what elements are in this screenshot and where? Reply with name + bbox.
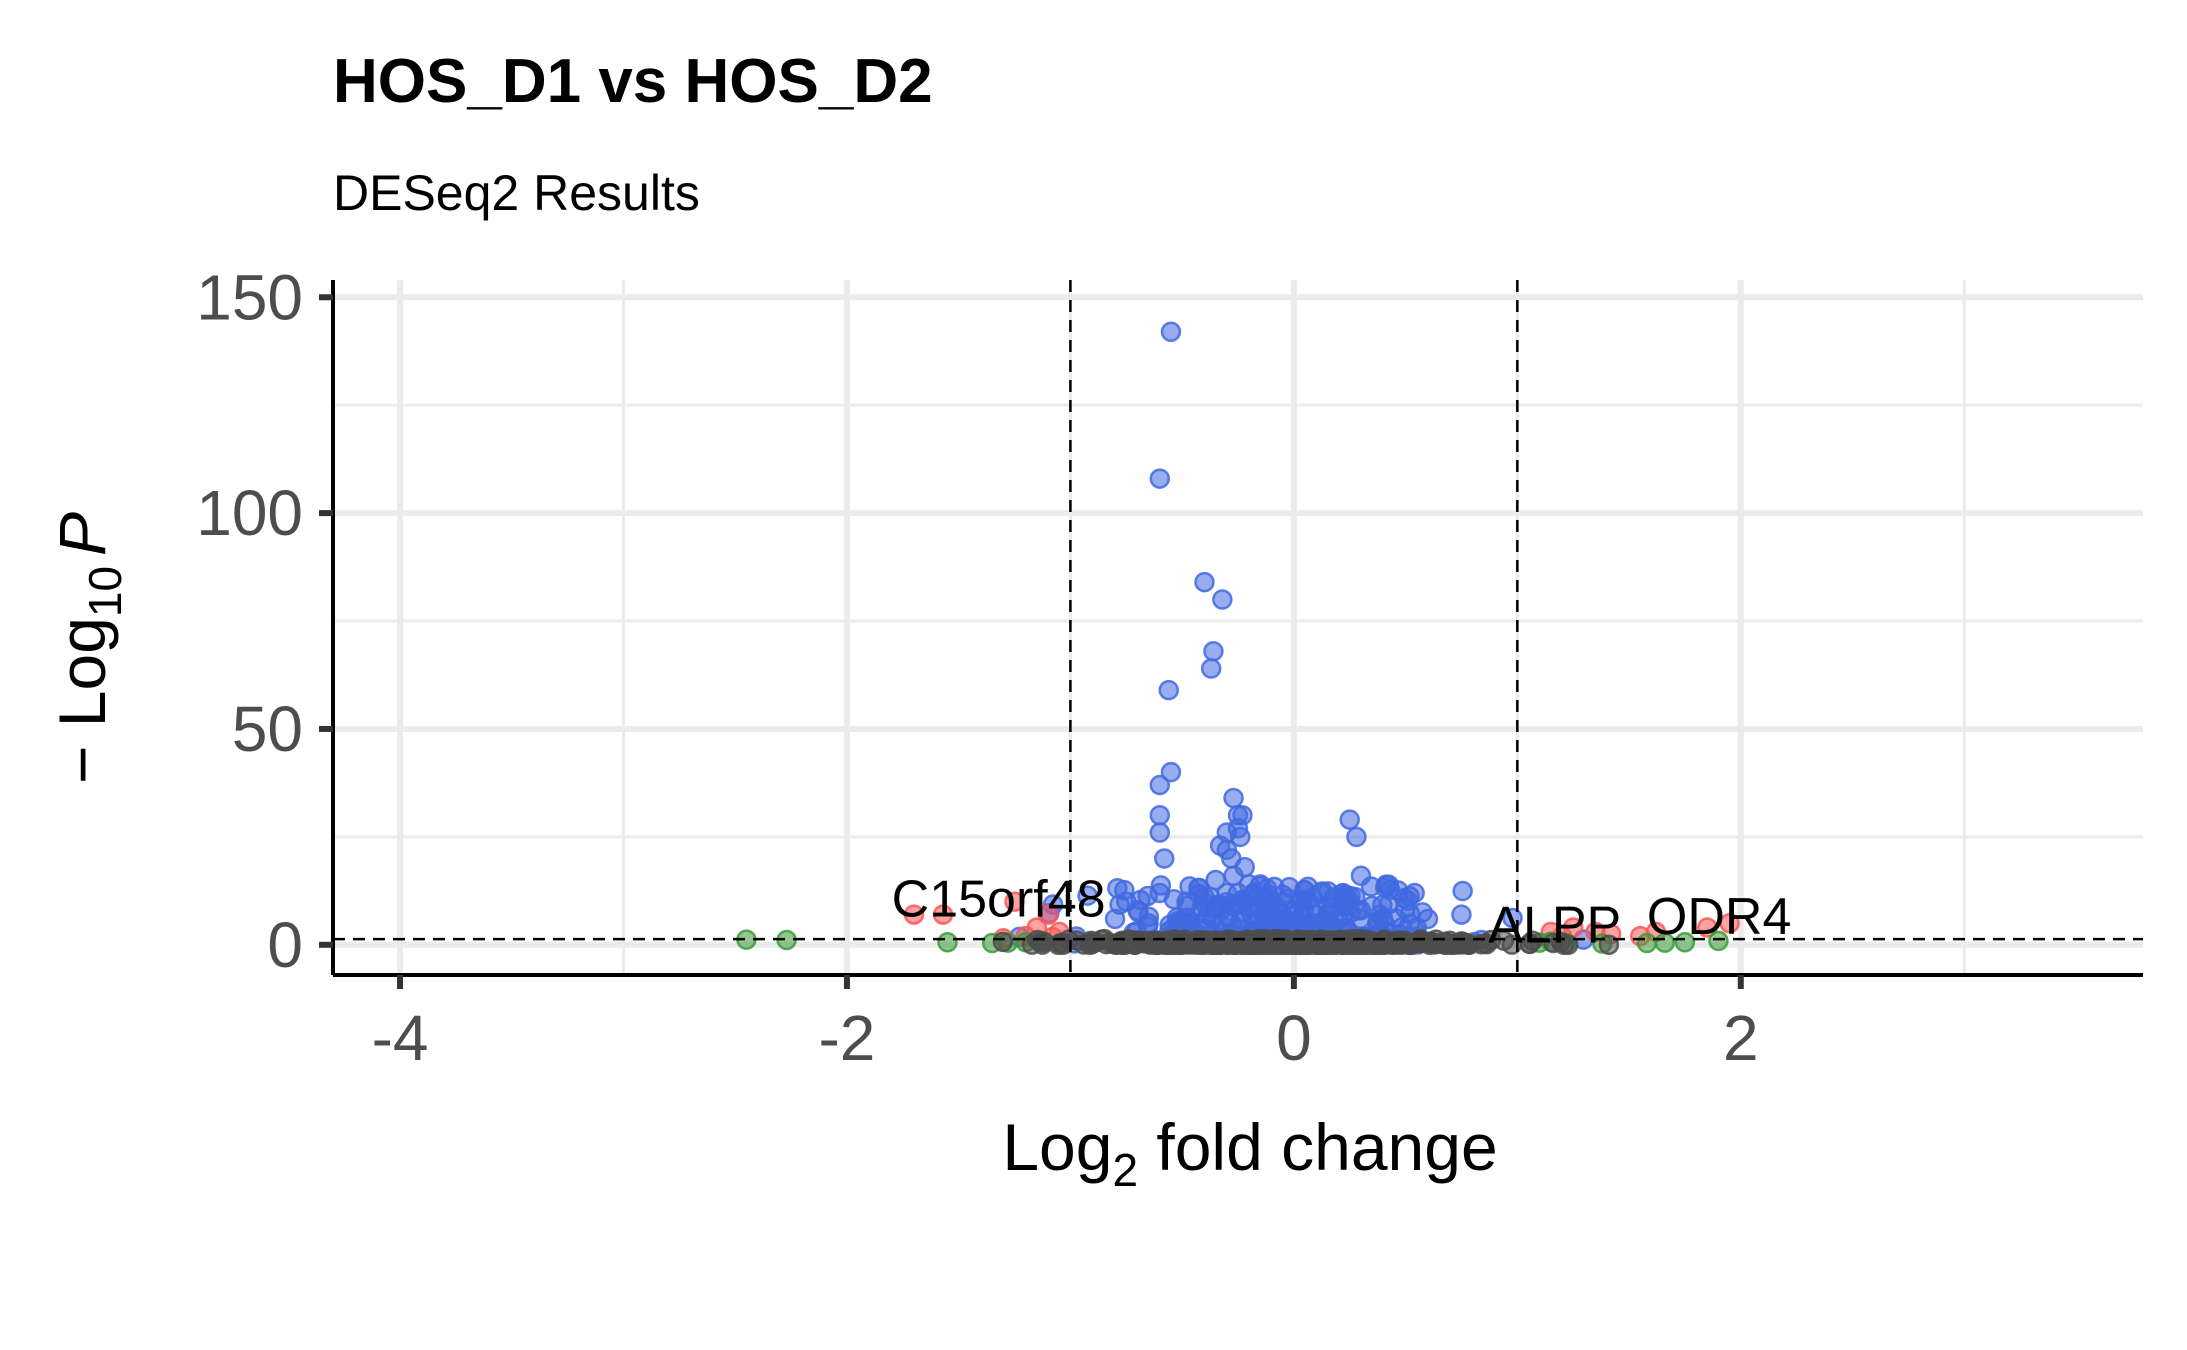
data-point [1104,908,1126,930]
data-point [1200,658,1222,679]
data-point [937,931,958,953]
x-tick-label: -2 [818,1002,875,1074]
data-point [1245,930,1267,951]
data-point [1149,805,1171,826]
data-point [1176,891,1197,912]
data-point [1149,882,1171,904]
data-point [1295,933,1316,955]
gene-label: ODR4 [1647,888,1791,946]
data-point [1229,826,1251,848]
data-point [1077,885,1098,906]
cutoff-lines [333,280,2143,975]
data-point [1261,895,1282,917]
y-tick-label: 150 [196,261,303,333]
data-point [1346,826,1367,848]
data-point [1223,787,1244,809]
gene-label: C15orf48 [892,871,1106,929]
data-point [1697,917,1718,938]
x-axis-title-suffix: fold change [1138,1110,1498,1184]
data-point [1522,930,1543,952]
x-tick-label: -4 [372,1002,429,1074]
x-axis-title-sub: 2 [1112,1144,1138,1196]
y-tick-label: 100 [196,477,303,549]
data-point [1116,891,1137,912]
data-point [1154,848,1175,869]
data-point [1004,891,1025,912]
axis-ticks: -4 -2 0 2 0 50 100 150 [196,261,1758,1074]
data-point [1372,908,1394,930]
data-point [1266,933,1288,955]
data-point [932,904,954,925]
data-point [903,904,925,925]
data-point [1138,912,1159,934]
data-point [1158,679,1179,701]
data-point [1339,809,1360,830]
x-tick-label: 0 [1276,1002,1312,1074]
data-point [1350,865,1372,886]
chart-title: HOS_D1 vs HOS_D2 [333,47,933,116]
data-point [1212,589,1233,610]
data-point [1160,321,1182,343]
data-point [1203,640,1224,662]
data-point [1719,912,1740,934]
x-axis-title: Log2 fold change [1002,1110,1497,1196]
data-point [1708,930,1729,952]
data-point [1160,761,1182,783]
y-axis-title: − Log10 P [45,512,131,784]
data-point [1149,822,1171,843]
x-tick-label: 2 [1723,1002,1759,1074]
data-point [1256,878,1278,899]
data-point [1149,931,1171,952]
axes [331,280,2143,977]
gene-labels: C15orf48 ALPP ODR4 [892,871,1792,955]
data-point [1674,931,1696,953]
y-axis-title-suffix: P [45,512,119,556]
data-point [1328,908,1349,930]
data-point [1197,933,1219,954]
data-point [1194,887,1215,908]
grid-major [333,280,2143,975]
y-tick-label: 50 [232,693,303,765]
gene-label: ALPP [1488,897,1621,955]
y-tick-label: 0 [267,909,303,981]
data-point [1149,774,1171,796]
data-point [1232,911,1253,932]
chart-subtitle: DESeq2 Results [333,165,700,221]
data-point [1379,879,1401,901]
y-axis-title-prefix: − Log [45,617,119,784]
data-point [1361,895,1383,917]
data-point [1082,931,1103,952]
data-point [992,931,1014,953]
data-point [1149,468,1171,489]
data-points [736,321,1740,956]
y-axis-title-sub: 10 [79,566,131,617]
data-point [1037,904,1059,925]
data-point [1452,880,1473,902]
x-axis-title-prefix: Log [1002,1110,1112,1184]
data-point [1451,904,1472,925]
data-point [1234,856,1255,878]
data-point [1194,571,1215,593]
